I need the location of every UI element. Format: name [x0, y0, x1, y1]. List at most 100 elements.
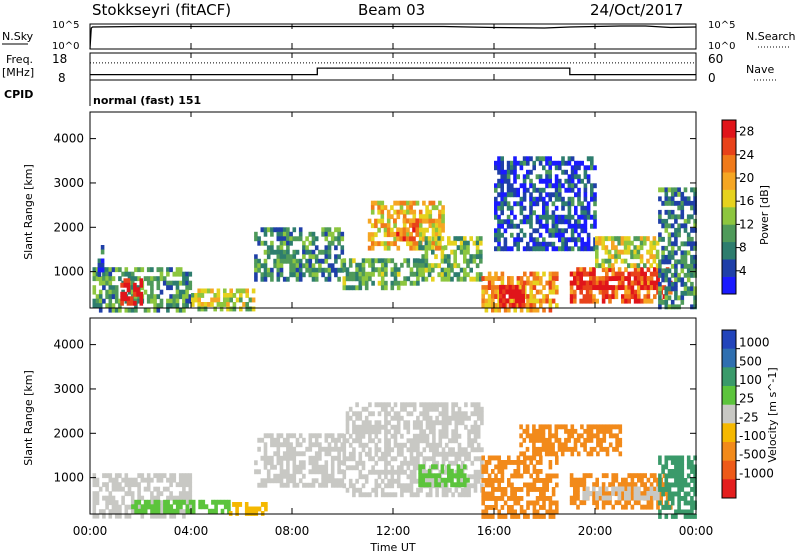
heatmap-cell: [358, 456, 363, 462]
heatmap-cell: [585, 271, 590, 277]
heatmap-cell: [361, 433, 366, 439]
heatmap-cell: [506, 160, 511, 166]
heatmap-cell: [470, 411, 475, 417]
nsky-label: N.Sky: [2, 30, 34, 43]
heatmap-cell: [311, 455, 316, 461]
heatmap-cell: [529, 223, 533, 229]
heatmap-cell: [526, 298, 530, 304]
heatmap-cell: [393, 241, 397, 247]
heatmap-cell: [424, 482, 429, 488]
heatmap-cell: [519, 160, 524, 166]
heatmap-cell: [374, 258, 379, 264]
heatmap-cell: [683, 250, 688, 256]
heatmap-cell: [481, 303, 485, 308]
heatmap-cell: [416, 433, 420, 439]
heatmap-cell: [441, 487, 446, 493]
heatmap-cell: [661, 200, 665, 206]
y-tick-label: 2000: [53, 220, 84, 234]
heatmap-cell: [340, 258, 345, 264]
heatmap-cell: [621, 477, 625, 483]
heatmap-cell: [545, 156, 549, 162]
heatmap-cell: [321, 446, 325, 452]
heatmap-cell: [318, 249, 322, 255]
heatmap-cell: [166, 280, 170, 286]
heatmap-cell: [463, 245, 467, 251]
heatmap-cell: [143, 276, 148, 282]
heatmap-cell: [624, 486, 628, 492]
heatmap-cell: [251, 297, 256, 303]
heatmap-cell: [551, 491, 556, 497]
heatmap-cell: [590, 183, 594, 189]
heatmap-cell: [324, 267, 329, 273]
heatmap-cell: [500, 160, 504, 166]
heatmap-cell: [623, 249, 628, 255]
heatmap-cell: [295, 469, 300, 475]
heatmap-cell: [570, 223, 575, 229]
heatmap-cell: [342, 262, 347, 268]
heatmap-cell: [580, 160, 584, 166]
heatmap-cell: [163, 499, 167, 505]
heatmap-cell: [664, 505, 669, 510]
heatmap-cell: [172, 271, 177, 277]
power-colorbar-tick-label: 28: [739, 125, 754, 139]
heatmap-cell: [444, 429, 449, 435]
heatmap-cell: [674, 227, 678, 233]
heatmap-cell: [494, 246, 498, 252]
heatmap-cell: [428, 415, 433, 421]
heatmap-cell: [542, 505, 546, 510]
heatmap-cell: [542, 271, 546, 277]
heatmap-cell: [175, 504, 180, 510]
heatmap-cell: [586, 201, 591, 207]
heatmap-cell: [440, 272, 445, 278]
heatmap-cell: [124, 504, 129, 510]
heatmap-cell: [377, 411, 382, 417]
heatmap-cell: [661, 464, 665, 470]
heatmap-cell: [590, 156, 594, 162]
heatmap-cell: [432, 424, 436, 430]
heatmap-cell: [380, 262, 385, 268]
heatmap-cell: [386, 218, 391, 224]
heatmap-cell: [352, 487, 356, 493]
heatmap-cell: [521, 289, 526, 295]
heatmap-cell: [630, 271, 635, 277]
heatmap-cell: [169, 495, 173, 501]
heatmap-cell: [424, 258, 429, 264]
heatmap-cell: [542, 214, 546, 220]
heatmap-cell: [513, 500, 517, 506]
heatmap-cell: [481, 478, 485, 483]
heatmap-cell: [500, 280, 505, 286]
heatmap-cell: [664, 227, 669, 233]
heatmap-cell: [601, 500, 606, 506]
heatmap-cell: [377, 447, 382, 453]
heatmap-cell: [523, 280, 527, 286]
heatmap-cell: [535, 446, 539, 452]
heatmap-cell: [569, 473, 574, 479]
heatmap-cell: [361, 420, 366, 426]
heatmap-cell: [422, 411, 427, 417]
heatmap-cell: [555, 505, 559, 510]
heatmap-cell: [595, 298, 599, 304]
heatmap-cell: [213, 297, 217, 303]
heatmap-cell: [131, 504, 135, 510]
heatmap-cell: [592, 285, 596, 290]
heatmap-cell: [200, 302, 205, 307]
heatmap-cell: [487, 298, 492, 304]
heatmap-cell: [327, 249, 332, 255]
nsky-tick-top: 10^5: [52, 20, 79, 31]
heatmap-cell: [441, 205, 445, 211]
heatmap-cell: [415, 222, 419, 228]
heatmap-cell: [153, 495, 157, 501]
heatmap-cell: [526, 505, 530, 510]
heatmap-cell: [108, 294, 113, 300]
heatmap-cell: [605, 428, 610, 434]
heatmap-cell: [342, 442, 347, 448]
heatmap-cell: [427, 473, 432, 479]
heatmap-cell: [418, 482, 422, 488]
heatmap-cell: [658, 295, 662, 301]
heatmap-cell: [693, 482, 697, 488]
heatmap-cell: [182, 307, 186, 313]
heatmap-cell: [481, 294, 485, 299]
heatmap-cell: [480, 411, 484, 417]
heatmap-cell: [235, 297, 240, 303]
heatmap-cell: [179, 504, 183, 510]
